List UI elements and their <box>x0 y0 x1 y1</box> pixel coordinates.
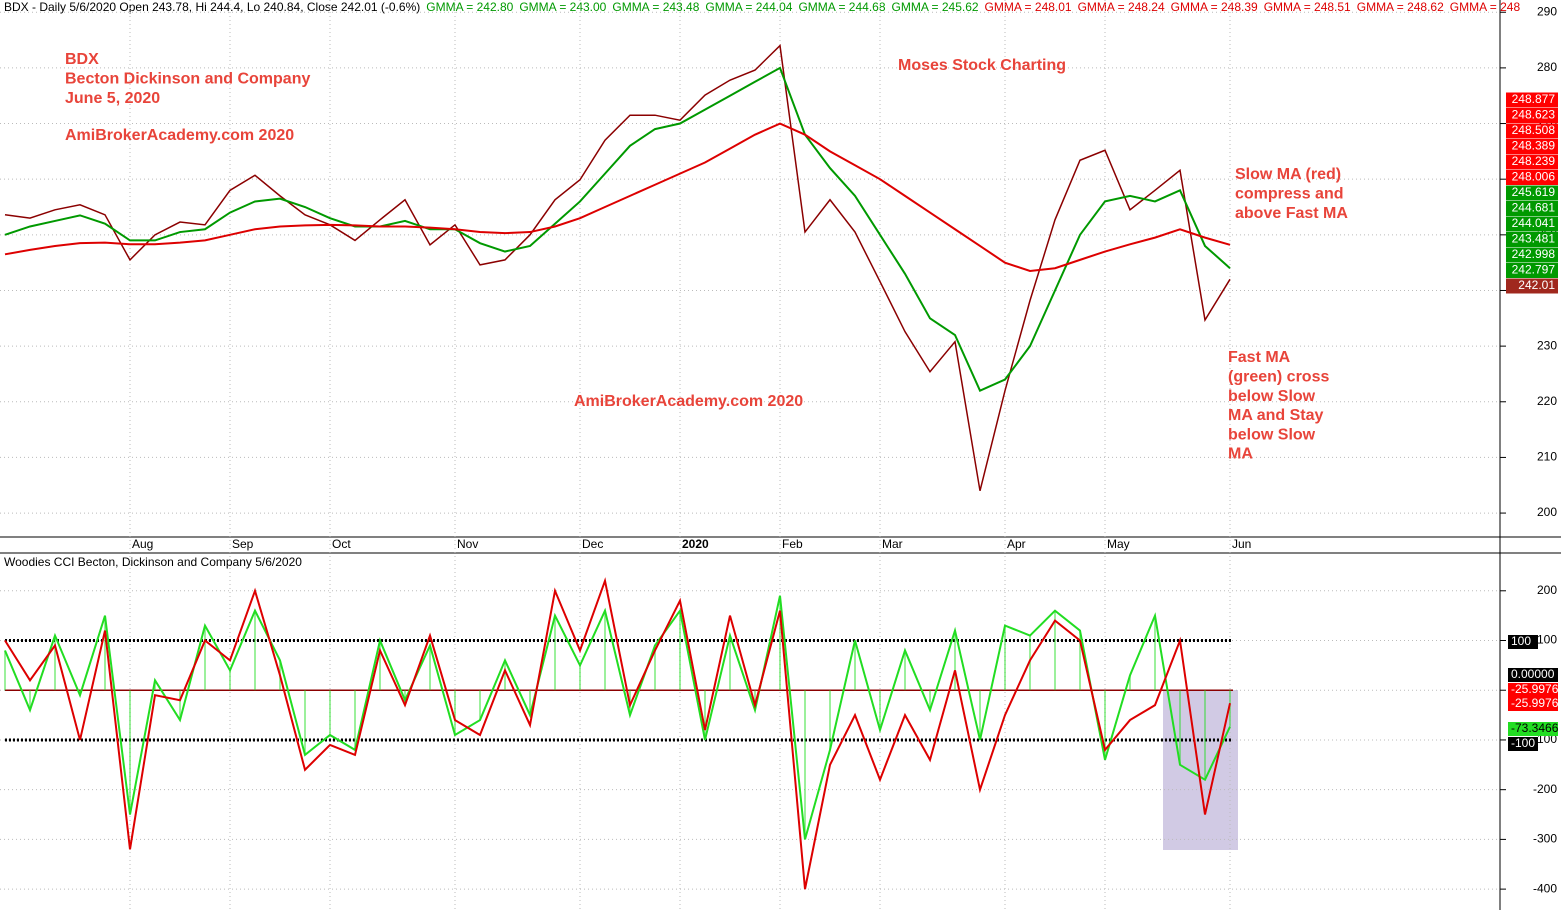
y-tick-label: 200 <box>1537 583 1557 597</box>
last-value-label: 100 <box>1511 634 1531 648</box>
y-tick-label: 290 <box>1537 4 1557 18</box>
last-value-label: 242.998 <box>1512 247 1556 261</box>
last-value-box <box>1508 697 1558 711</box>
last-value-box <box>1508 635 1538 649</box>
last-value-box <box>1508 668 1558 682</box>
last-value-label: 248.508 <box>1512 123 1556 137</box>
series-line <box>4 44 1231 491</box>
y-tick-label: -200 <box>1533 782 1557 796</box>
last-value-box <box>1506 185 1558 201</box>
annotation: June 5, 2020 <box>65 90 160 107</box>
gmma-label: GMMA = 248.01 <box>985 0 1072 14</box>
last-value-box <box>1506 247 1558 263</box>
x-tick-label: Apr <box>1007 537 1026 551</box>
y-tick-label: 220 <box>1537 394 1557 408</box>
annotation: below Slow <box>1228 426 1316 443</box>
last-value-box <box>1506 139 1558 154</box>
y-tick-label: 230 <box>1537 338 1557 352</box>
last-value-box <box>1506 263 1558 278</box>
gmma-label: GMMA = 244.68 <box>798 0 885 14</box>
annotation: MA and Stay <box>1228 407 1324 424</box>
last-value-box <box>1508 737 1538 751</box>
gmma-label: GMMA = 244.04 <box>705 0 792 14</box>
last-value-box <box>1508 722 1558 736</box>
x-tick-label: Sep <box>232 537 254 551</box>
series-line <box>4 122 1231 273</box>
last-value-label: -25.9976 <box>1511 696 1559 710</box>
last-value-label: 242.01 <box>1518 278 1555 292</box>
annotation: BDX <box>65 51 99 68</box>
annotation: AmiBrokerAcademy.com 2020 <box>65 127 294 144</box>
gmma-label: GMMA = 243.48 <box>612 0 699 14</box>
highlight-region <box>1163 690 1238 850</box>
last-value-label: 248.239 <box>1512 154 1556 168</box>
y-tick-label: 210 <box>1537 450 1557 464</box>
annotation: MA <box>1228 446 1253 463</box>
annotation: Slow MA (red) <box>1235 166 1341 183</box>
last-value-label: 244.681 <box>1512 201 1556 215</box>
last-value-label: 245.619 <box>1512 185 1556 199</box>
y-tick-label: 280 <box>1537 60 1557 74</box>
y-tick-label: -400 <box>1533 881 1557 895</box>
x-tick-label: 2020 <box>682 537 709 551</box>
x-tick-label: Aug <box>132 537 153 551</box>
annotation: compress and <box>1235 186 1343 203</box>
last-value-label: 0.00000 <box>1511 667 1555 681</box>
gmma-label: GMMA = 248.51 <box>1264 0 1351 14</box>
annotation: Becton Dickinson and Company <box>65 71 310 88</box>
x-tick-label: Dec <box>582 537 603 551</box>
x-tick-label: Jun <box>1232 537 1251 551</box>
last-value-box <box>1506 170 1558 185</box>
last-value-label: 248.389 <box>1512 139 1556 153</box>
gmma-label: GMMA = 248 <box>1450 0 1521 14</box>
gmma-label: GMMA = 242.80 <box>426 0 513 14</box>
gmma-label: GMMA = 248.62 <box>1357 0 1444 14</box>
x-tick-label: Oct <box>332 537 351 551</box>
last-value-box <box>1506 108 1558 123</box>
last-value-label: 243.481 <box>1512 232 1556 246</box>
x-tick-label: Mar <box>882 537 903 551</box>
panel-title: Woodies CCI Becton, Dickinson and Compan… <box>4 555 302 569</box>
last-value-box <box>1508 683 1558 697</box>
series-line <box>4 66 1231 392</box>
last-value-label: 248.623 <box>1512 108 1556 122</box>
last-value-box <box>1506 216 1558 232</box>
gmma-label: GMMA = 248.24 <box>1078 0 1165 14</box>
header-text: BDX - Daily 5/6/2020 Open 243.78, Hi 244… <box>4 0 420 14</box>
last-value-box <box>1506 123 1558 139</box>
last-value-box <box>1506 201 1558 216</box>
y-tick-label: 200 <box>1537 505 1557 519</box>
annotation: Fast MA <box>1228 349 1291 366</box>
annotation: below Slow <box>1228 388 1316 405</box>
last-value-label: -100 <box>1511 736 1535 750</box>
last-value-label: -73.3466 <box>1511 721 1559 735</box>
last-value-box <box>1506 92 1558 108</box>
last-value-box <box>1506 154 1558 170</box>
annotation: Moses Stock Charting <box>898 57 1066 74</box>
annotation: AmiBrokerAcademy.com 2020 <box>574 393 803 410</box>
x-tick-label: Nov <box>457 537 478 551</box>
gmma-label: GMMA = 248.39 <box>1171 0 1258 14</box>
annotation: above Fast MA <box>1235 205 1348 222</box>
y-tick-label: 100 <box>1537 633 1557 647</box>
last-value-label: 248.006 <box>1512 170 1556 184</box>
annotation: (green) cross <box>1228 369 1329 386</box>
gmma-label: GMMA = 243.00 <box>519 0 606 14</box>
last-value-box <box>1506 232 1558 247</box>
x-tick-label: Feb <box>782 537 803 551</box>
last-value-label: -25.9976 <box>1511 682 1559 696</box>
x-tick-label: May <box>1107 537 1130 551</box>
last-value-label: 242.797 <box>1512 263 1556 277</box>
chart-header: BDX - Daily 5/6/2020 Open 243.78, Hi 244… <box>4 0 1520 14</box>
y-tick-label: -300 <box>1533 832 1557 846</box>
gmma-label: GMMA = 245.62 <box>892 0 979 14</box>
last-value-label: 248.877 <box>1512 92 1556 106</box>
series-line <box>4 577 1231 890</box>
last-value-box <box>1506 278 1558 294</box>
series-line <box>4 595 1231 840</box>
last-value-label: 244.041 <box>1512 216 1556 230</box>
